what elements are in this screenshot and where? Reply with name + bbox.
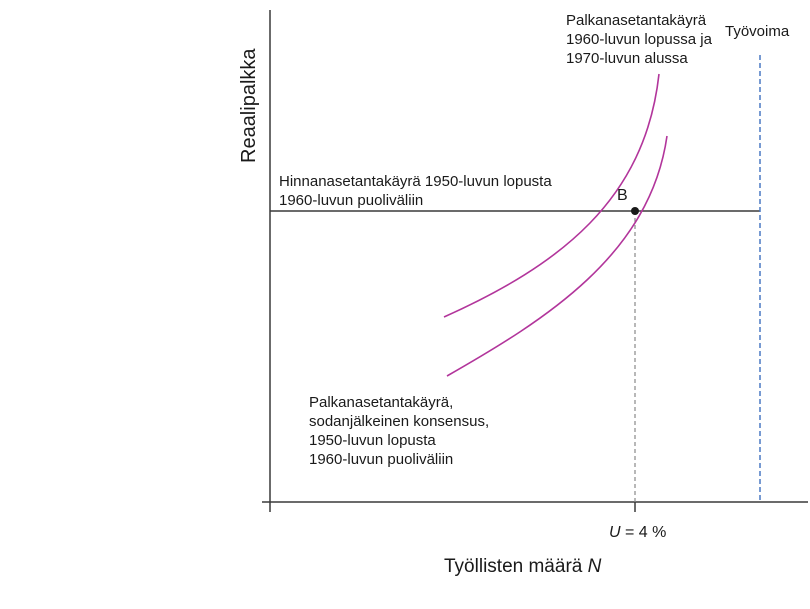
x-tick-label-value: = 4 % xyxy=(620,524,667,541)
label-price-setting-line1: Hinnanasetantakäyrä 1950-luvun lopusta xyxy=(279,173,552,190)
wage-setting-curve-late60s xyxy=(443,73,660,318)
y-axis-title: Reaalipalkka xyxy=(238,48,260,163)
label-labour-force: Työvoima xyxy=(725,23,790,40)
label-wage-setting-postwar-line1: Palkanasetantakäyrä, xyxy=(309,394,454,411)
x-tick-label-u: U = 4 % xyxy=(609,523,666,542)
x-axis-title-variable: N xyxy=(587,556,602,577)
label-wage-setting-postwar-line4: 1960-luvun puoliväliin xyxy=(309,451,454,468)
x-axis-title-text: Työllisten määrä xyxy=(444,556,583,577)
label-wage-setting-late60s-line1: Palkanasetantakäyrä xyxy=(566,12,707,29)
point-b-marker xyxy=(631,207,639,215)
label-wage-setting-late60s-line2: 1960-luvun lopussa ja xyxy=(566,31,712,48)
label-wage-setting-postwar-line2: sodanjälkeinen konsensus, xyxy=(309,413,490,430)
label-point-b: B xyxy=(617,187,628,204)
label-price-setting-line2: 1960-luvun puoliväliin xyxy=(279,192,424,209)
x-tick-label-variable: U xyxy=(609,524,621,541)
label-wage-setting-late60s-line3: 1970-luvun alussa xyxy=(566,50,688,67)
label-wage-setting-postwar-line3: 1950-luvun lopusta xyxy=(309,432,436,449)
x-axis-title: Työllisten määrä N xyxy=(444,556,601,578)
wage-setting-curve-postwar xyxy=(446,135,668,377)
